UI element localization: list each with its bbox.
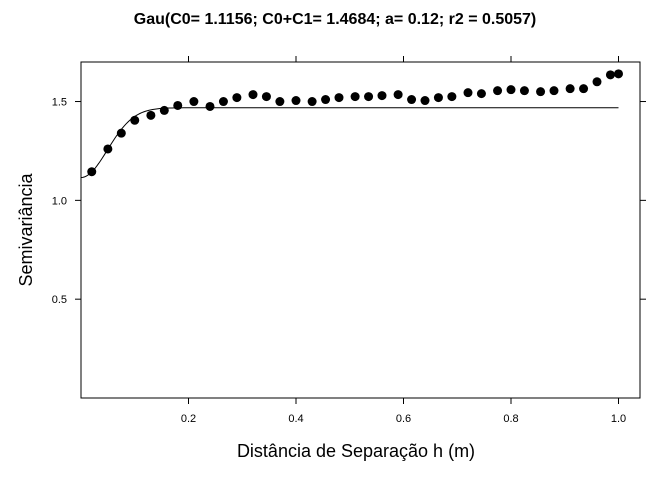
data-point [476, 89, 486, 99]
data-point [205, 101, 215, 111]
data-point [116, 128, 126, 138]
data-point [218, 97, 228, 107]
x-tick-label: 0.8 [503, 413, 518, 425]
chart-title: Gau(C0= 1.1156; C0+C1= 1.4684; a= 0.12; … [134, 11, 537, 28]
data-point [248, 90, 258, 100]
data-point [447, 92, 457, 102]
data-point [393, 90, 403, 100]
data-point [321, 95, 331, 105]
data-point [189, 97, 199, 107]
data-point [232, 93, 242, 103]
y-tick-label: 0.5 [52, 294, 67, 306]
data-point [592, 77, 602, 87]
x-tick-label: 0.6 [396, 413, 411, 425]
data-point [579, 84, 589, 94]
data-point [146, 110, 156, 120]
x-axis-title: Distância de Separação h (m) [237, 441, 475, 461]
data-point [261, 92, 271, 102]
data-point [519, 86, 529, 96]
y-axis: 0.5 1.0 1.5 [52, 97, 646, 306]
data-point [159, 105, 169, 115]
data-point [130, 115, 140, 125]
y-tick-label: 1.0 [52, 195, 67, 207]
data-point [605, 70, 615, 80]
data-point [433, 93, 443, 103]
data-point [334, 93, 344, 103]
data-point [350, 92, 360, 102]
gaussian-model-line [80, 107, 619, 178]
data-point [173, 100, 183, 110]
data-point [275, 97, 285, 107]
y-axis-title: Semivariância [16, 172, 36, 286]
y-tick-label: 1.5 [52, 97, 67, 109]
data-point [614, 69, 623, 79]
data-point [364, 92, 374, 102]
model-curve-layer [80, 107, 619, 178]
x-tick-label: 1.0 [611, 413, 626, 425]
data-point [307, 97, 317, 107]
points-layer [87, 69, 623, 177]
data-point [420, 96, 430, 106]
data-point [565, 84, 575, 94]
plot-frame [80, 61, 641, 399]
data-point [377, 91, 387, 101]
data-point [407, 95, 417, 105]
data-point [463, 88, 473, 98]
data-point [549, 86, 559, 96]
data-point [87, 167, 97, 177]
x-axis: 0.2 0.4 0.6 0.8 1.0 [181, 56, 626, 425]
data-point [506, 85, 516, 95]
data-point [536, 87, 546, 97]
data-point [103, 144, 113, 154]
x-tick-label: 0.2 [181, 413, 196, 425]
data-point [291, 96, 301, 106]
x-tick-label: 0.4 [288, 413, 303, 425]
data-point [493, 86, 503, 96]
